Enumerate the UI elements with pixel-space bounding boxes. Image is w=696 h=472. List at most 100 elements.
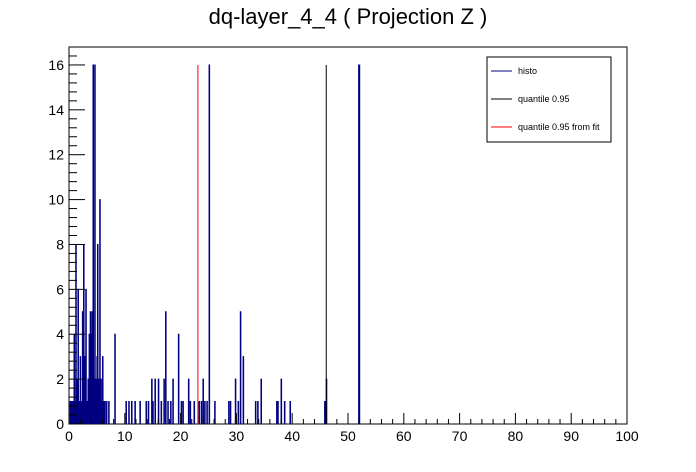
histogram-bar [100, 378, 102, 424]
x-tick-label: 50 [340, 428, 356, 444]
histogram-bar [108, 401, 110, 424]
histogram-bar [86, 401, 88, 424]
legend: histo quantile 0.95 quantile 0.95 from f… [486, 56, 612, 143]
histogram-bar [151, 378, 153, 424]
histogram-bar [277, 401, 279, 424]
histogram-bar [87, 378, 90, 424]
histogram-bar [77, 288, 79, 424]
histogram-bar [94, 64, 96, 424]
histogram-bar [289, 401, 292, 424]
histogram-bar [228, 401, 230, 424]
histogram-bar [125, 401, 127, 424]
histogram-bar [145, 401, 148, 424]
y-tick-label: 4 [56, 326, 64, 342]
histogram-bar [89, 311, 92, 424]
histogram-bar [283, 401, 286, 424]
histogram-bar [189, 401, 192, 424]
histogram-bar [170, 401, 172, 424]
histogram-bar [229, 401, 232, 424]
y-tick-label: 14 [48, 102, 64, 118]
histogram-bar [198, 401, 201, 424]
histogram-bar [180, 401, 183, 424]
histogram-bar [214, 401, 216, 424]
y-tick-label: 12 [48, 147, 64, 163]
histogram-bar [200, 401, 203, 424]
histogram-bar [105, 401, 108, 424]
y-tick-label: 10 [48, 192, 64, 208]
histogram-bar [74, 401, 76, 424]
histogram-bar [139, 401, 141, 424]
histogram-bar [76, 378, 78, 424]
x-tick-label: 30 [229, 428, 245, 444]
histogram-bar [70, 401, 72, 424]
histogram-bar [103, 401, 105, 424]
histogram-bar [193, 401, 196, 424]
histogram-bar [85, 288, 87, 424]
histogram-bar [134, 401, 136, 424]
histogram-bar [101, 356, 104, 424]
histogram-bar [84, 356, 86, 424]
quantile-lines [197, 65, 327, 424]
histogram-bar [130, 401, 133, 424]
histogram-bar [163, 378, 165, 424]
histogram-bar [88, 333, 91, 424]
histogram-bar [172, 378, 174, 424]
histogram-bar [276, 401, 278, 424]
y-axis: 0 2 4 6 8 10 12 14 16 [48, 46, 85, 432]
x-tick-label: 70 [452, 428, 468, 444]
histogram-bar [79, 356, 82, 424]
x-tick-label: 10 [117, 428, 133, 444]
x-axis: 0 10 20 30 40 50 60 70 80 90 100 [65, 413, 639, 444]
histogram-bar [204, 401, 206, 424]
y-tick-label: 16 [48, 57, 64, 73]
legend-label-histo: histo [518, 66, 537, 76]
histogram-bar [91, 311, 93, 424]
histogram-bar [177, 333, 180, 424]
histogram-bar [128, 401, 130, 424]
chart-title: dq-layer_4_4 ( Projection Z ) [209, 4, 488, 29]
histogram-bar [114, 333, 116, 424]
histogram-bar [95, 378, 97, 424]
histogram-bar [202, 378, 204, 424]
histogram-bar [157, 378, 160, 424]
histogram-bar [92, 64, 95, 424]
legend-label-quantile-fit: quantile 0.95 from fit [518, 122, 600, 132]
histogram-bar [358, 64, 361, 424]
histogram-bar [78, 401, 81, 424]
histogram-bar [234, 378, 237, 424]
x-tick-label: 80 [508, 428, 524, 444]
histogram-bar [96, 243, 99, 424]
x-tick-label: 100 [615, 428, 639, 444]
histogram-bar [260, 378, 263, 424]
x-tick-label: 90 [563, 428, 579, 444]
histogram-bars [69, 64, 361, 424]
y-tick-label: 6 [56, 281, 64, 297]
histogram-bar [237, 401, 240, 424]
histogram-bar [167, 401, 169, 424]
x-tick-label: 20 [173, 428, 189, 444]
histogram-bar [154, 378, 156, 424]
x-tick-label: 40 [284, 428, 300, 444]
y-tick-label: 2 [56, 371, 64, 387]
histogram-bar [206, 401, 208, 424]
histogram-bar [71, 401, 73, 424]
histogram-bar [254, 401, 257, 424]
histogram-bar [104, 401, 106, 424]
histogram-bar [152, 401, 154, 424]
y-tick-label: 0 [56, 416, 64, 432]
histogram-bar [98, 378, 100, 424]
histogram-bar [99, 199, 101, 424]
histogram-bar [257, 401, 259, 424]
histogram-bar [160, 401, 163, 424]
y-tick-label: 8 [56, 236, 64, 252]
histogram-bar [81, 311, 84, 424]
legend-label-quantile: quantile 0.95 [518, 94, 570, 104]
histogram-bar [242, 356, 245, 424]
x-tick-label: 0 [65, 428, 73, 444]
histogram-bar [208, 64, 211, 424]
x-tick-label: 60 [396, 428, 412, 444]
histogram-bar [324, 401, 326, 424]
histogram-bar [72, 401, 74, 424]
histogram-bar [280, 378, 283, 424]
